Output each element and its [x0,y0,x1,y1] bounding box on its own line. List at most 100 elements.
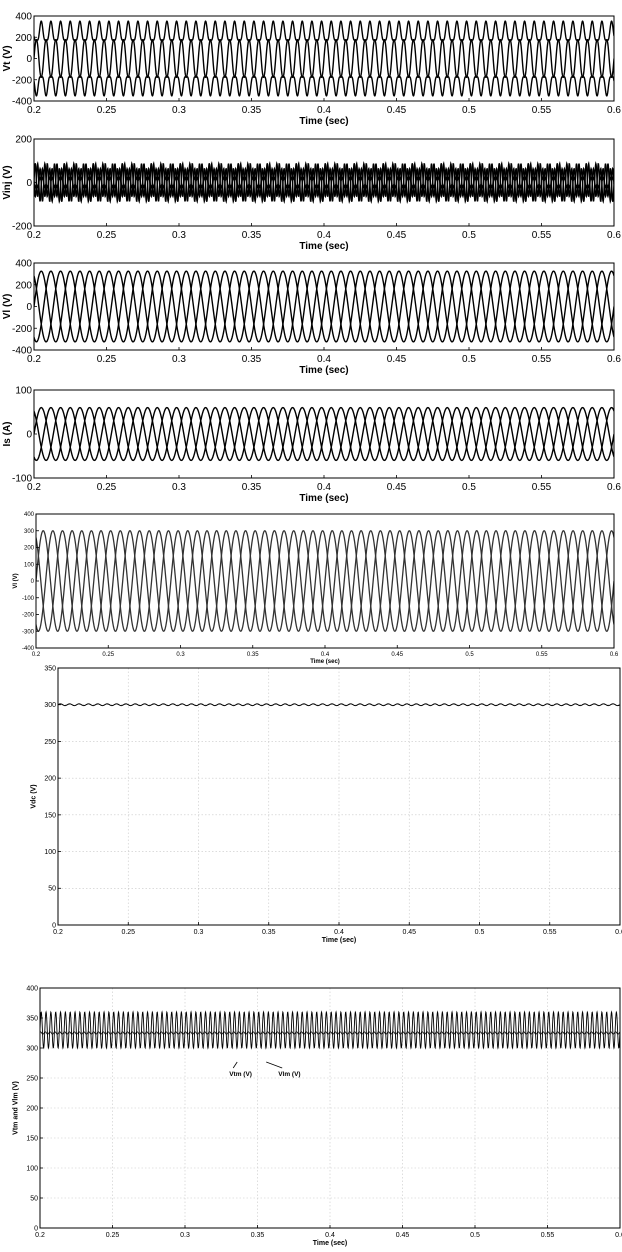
y-tick-label: -400 [12,97,32,108]
annotation-arrow [232,1061,238,1069]
y-tick-label: 300 [24,529,35,535]
series-group [34,20,614,97]
y-tick-label: 50 [48,886,56,893]
x-tick-label: 0.55 [532,354,552,365]
x-tick-label: 0.55 [532,105,552,116]
chart-1: 0.2 0.25 0.3 0.35 0.4 0.45 0.5 0.55 0.6 400 200 0 -2… [2,12,621,128]
y-tick-label: -200 [12,222,32,233]
y-tick-label: 100 [24,562,35,568]
y-tick-label: 50 [30,1195,38,1202]
x-axis-label: Time (sec) [299,116,348,127]
y-tick-label: 100 [15,386,32,397]
x-tick-label: 0.4 [317,482,331,493]
y-tick-label: 400 [15,259,32,270]
x-tick-label: 0.55 [532,230,552,241]
annotation-label: Vlm (V) [278,1071,300,1078]
x-tick-label: 0.2 [32,652,41,658]
series-phase-2 [34,406,614,462]
x-tick-label: 0.25 [97,354,117,365]
x-tick-label: 0.4 [321,652,330,658]
x-tick-label: 0.45 [396,1232,410,1239]
y-tick-label: 200 [15,135,32,146]
series-phase-1 [36,530,614,632]
y-tick-label: 200 [26,1105,38,1112]
y-tick-label: 300 [44,702,56,709]
series-group [40,1010,620,1050]
x-tick-label: 0.35 [242,482,262,493]
x-axis-label: Time (sec) [322,937,357,944]
x-axis-label: Time (sec) [299,365,348,376]
x-tick-label: 0.4 [334,929,344,936]
x-tick-label: 0.55 [543,929,557,936]
x-tick-label: 0.4 [317,230,331,241]
x-tick-label: 0.45 [387,230,407,241]
series-phase-3 [34,161,614,204]
x-tick-label: 0.2 [27,105,41,116]
x-tick-label: 0.2 [53,929,63,936]
y-tick-label: -100 [22,596,35,602]
x-tick-label: 0.5 [470,1232,480,1239]
y-tick-label: 0 [26,430,32,441]
x-tick-label: 0.3 [180,1232,190,1239]
y-tick-label: 350 [44,665,56,672]
x-tick-label: 0.3 [172,482,186,493]
series-phase-2 [36,530,614,632]
x-tick-label: 0.45 [387,105,407,116]
chart-5: 0.2 0.25 0.3 0.35 0.4 0.45 0.5 0.55 0.6 400 300 200… [13,512,619,665]
series-phase-2 [34,20,614,97]
y-tick-label: -200 [12,324,32,335]
y-tick-label: 400 [26,985,38,992]
series-phase-3 [34,20,614,97]
chart-4: 0.2 0.25 0.3 0.35 0.4 0.45 0.5 0.55 0.6 100 0 -100 T… [2,386,621,505]
x-tick-label: 0.55 [541,1232,555,1239]
series-phase-2 [34,270,614,343]
x-axis-label: Time (sec) [313,1240,348,1247]
x-tick-label: 0.6 [607,482,621,493]
annotation-label: Vtm (V) [229,1071,252,1078]
series-group [34,161,614,204]
y-tick-label: 0 [26,54,32,65]
y-tick-label: 300 [26,1045,38,1052]
x-tick-label: 0.2 [27,482,41,493]
x-tick-label: 0.35 [242,105,262,116]
y-tick-label: 200 [15,280,32,291]
x-tick-label: 0.25 [97,230,117,241]
x-tick-label: 0.3 [172,354,186,365]
x-tick-label: 0.45 [391,652,403,658]
x-tick-label: 0.5 [475,929,485,936]
series-group [58,703,620,707]
y-axis-label: Vl (V) [2,294,13,320]
series-phase-1 [34,270,614,343]
series-phase-1 [34,20,614,97]
y-tick-label: -400 [22,646,35,652]
x-axis-label: Time (sec) [299,241,348,252]
x-tick-label: 0.6 [607,354,621,365]
series-line [58,703,620,707]
y-tick-label: 200 [44,776,56,783]
x-tick-label: 0.5 [465,652,474,658]
y-axis-label: Vdc (V) [31,784,38,808]
x-tick-label: 0.3 [194,929,204,936]
y-tick-label: -100 [12,474,32,485]
series-group [36,530,614,632]
x-tick-label: 0.35 [242,354,262,365]
y-tick-label: -300 [22,629,35,635]
y-tick-label: 0 [31,579,35,585]
y-tick-label: 100 [44,849,56,856]
y-tick-label: 400 [15,12,32,23]
x-tick-label: 0.6 [610,652,619,658]
x-tick-label: 0.5 [462,354,476,365]
y-tick-label: 100 [26,1165,38,1172]
y-axis-label: Vt (V) [2,45,13,71]
x-tick-label: 0.3 [172,230,186,241]
x-tick-label: 0.25 [97,482,117,493]
series-phase-3 [36,530,614,632]
x-tick-label: 0.25 [102,652,114,658]
x-tick-label: 0.3 [176,652,185,658]
y-tick-label: 0 [26,302,32,313]
y-tick-label: 0 [34,1225,38,1232]
x-tick-label: 0.6 [615,1232,622,1239]
x-tick-label: 0.6 [607,105,621,116]
x-tick-label: 0.55 [532,482,552,493]
